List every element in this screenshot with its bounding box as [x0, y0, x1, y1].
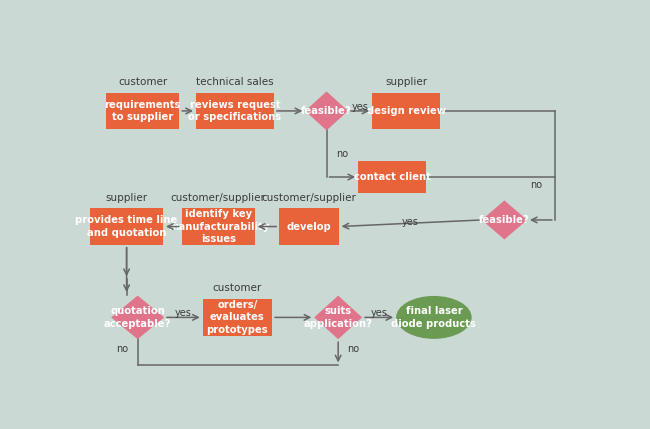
Text: technical sales: technical sales: [196, 77, 274, 87]
Text: requirements
to supplier: requirements to supplier: [105, 100, 181, 122]
Text: customer/supplier: customer/supplier: [171, 193, 266, 203]
Text: no: no: [347, 344, 359, 354]
FancyBboxPatch shape: [90, 208, 163, 245]
Text: yes: yes: [352, 102, 369, 112]
Text: no: no: [116, 344, 129, 354]
FancyBboxPatch shape: [182, 208, 255, 245]
Polygon shape: [305, 91, 348, 130]
FancyBboxPatch shape: [106, 93, 179, 129]
Text: reviews request
or specifications: reviews request or specifications: [188, 100, 281, 122]
FancyBboxPatch shape: [280, 208, 339, 245]
Text: supplier: supplier: [385, 77, 427, 87]
Text: provides time line
and quotation: provides time line and quotation: [75, 215, 177, 238]
FancyBboxPatch shape: [372, 93, 440, 129]
Text: customer/supplier: customer/supplier: [261, 193, 356, 203]
Text: supplier: supplier: [105, 193, 148, 203]
Text: customer: customer: [213, 283, 262, 293]
Text: customer: customer: [118, 77, 167, 87]
Text: suits
application?: suits application?: [304, 306, 372, 329]
Text: yes: yes: [402, 217, 419, 227]
Text: develop: develop: [287, 221, 332, 232]
Text: feasible?: feasible?: [301, 106, 352, 116]
Polygon shape: [111, 296, 164, 339]
Text: no: no: [335, 149, 348, 159]
Text: yes: yes: [370, 308, 387, 318]
Polygon shape: [482, 200, 527, 239]
Text: orders/
evaluates
prototypes: orders/ evaluates prototypes: [207, 300, 268, 335]
Text: quotation
acceptable?: quotation acceptable?: [104, 306, 172, 329]
Text: feasible?: feasible?: [479, 215, 530, 225]
FancyBboxPatch shape: [203, 299, 272, 335]
Ellipse shape: [396, 296, 472, 339]
Text: yes: yes: [175, 308, 192, 318]
FancyBboxPatch shape: [196, 93, 274, 129]
FancyBboxPatch shape: [358, 161, 426, 193]
Text: no: no: [530, 180, 542, 190]
Polygon shape: [314, 296, 362, 339]
Text: contact client: contact client: [354, 172, 430, 182]
Text: identify key
manufacturability
issues: identify key manufacturability issues: [168, 209, 269, 244]
Text: final laser
diode products: final laser diode products: [391, 306, 476, 329]
Text: design review: design review: [367, 106, 446, 116]
